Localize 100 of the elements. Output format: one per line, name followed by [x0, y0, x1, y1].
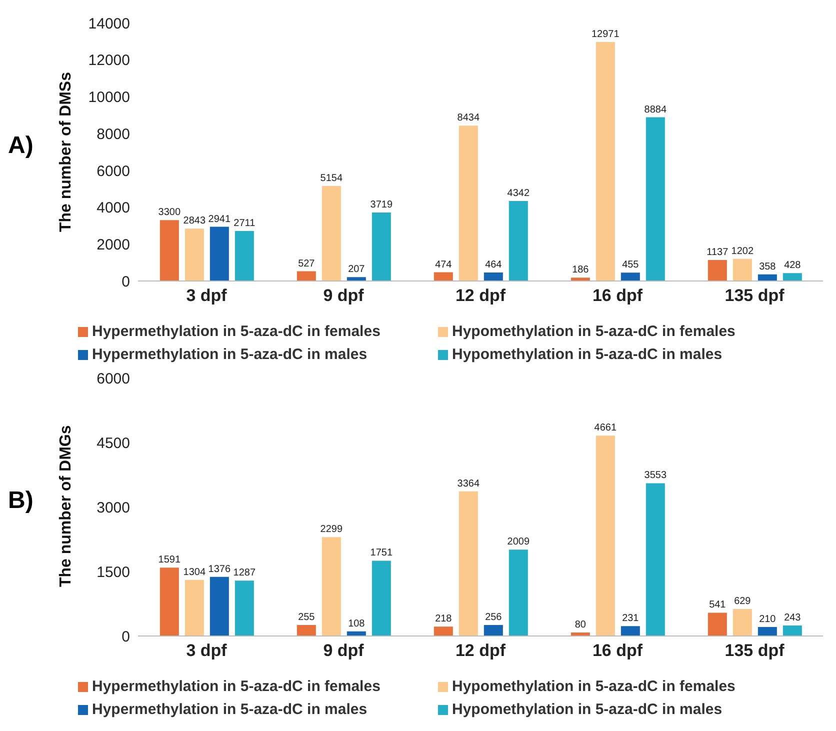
bar	[620, 626, 640, 636]
data-label: 210	[759, 614, 776, 625]
bar	[508, 550, 528, 636]
data-label: 2843	[183, 216, 206, 227]
bar	[458, 126, 478, 281]
y-tick-label: 6000	[96, 162, 130, 180]
bar	[484, 272, 503, 281]
bar	[160, 568, 179, 636]
bar	[234, 231, 254, 281]
x-tick-label: 135 dpf	[724, 641, 785, 660]
bar	[160, 220, 179, 281]
data-label: 207	[348, 264, 366, 276]
bar	[372, 560, 391, 636]
data-label: 2941	[208, 214, 231, 225]
data-label: 4661	[594, 422, 617, 434]
data-label: 464	[485, 259, 502, 270]
bar	[732, 608, 752, 636]
data-label: 3300	[158, 207, 181, 218]
data-label: 256	[485, 612, 502, 623]
y-tick-label: 0	[122, 273, 130, 290]
bar	[646, 117, 665, 281]
data-label: 3364	[457, 478, 480, 490]
y-tick-label: 3000	[96, 499, 130, 516]
text: B)	[8, 486, 34, 514]
data-label: 8434	[457, 112, 480, 124]
data-label: 455	[622, 260, 640, 271]
bar	[596, 42, 615, 281]
data-label: 231	[622, 613, 640, 624]
bar	[322, 537, 341, 636]
data-label: 527	[298, 258, 316, 270]
bar	[458, 491, 478, 636]
x-tick-label: 3 dpf	[186, 641, 228, 660]
data-label: 12971	[592, 28, 620, 40]
data-label: 1304	[183, 566, 206, 578]
y-tick-label: 1500	[96, 564, 130, 581]
x-tick-label: 9 dpf	[323, 641, 364, 660]
text: A)	[8, 132, 34, 158]
bar	[210, 226, 229, 281]
bar	[346, 277, 366, 281]
bar	[758, 626, 777, 636]
bar	[646, 483, 665, 636]
y-tick-label: 4000	[96, 200, 130, 217]
data-label: 2711	[234, 218, 256, 230]
data-label: 80	[574, 620, 586, 631]
data-label: 5154	[320, 173, 343, 184]
data-label: 541	[709, 600, 726, 611]
x-tick-label: 12 dpf	[455, 286, 506, 306]
y-axis-title: The number of DMGs	[58, 425, 75, 587]
y-axis-title: The number of DMSs	[58, 72, 75, 232]
legend-label: Hypomethylation in 5-aza-dC in females	[452, 678, 736, 695]
data-label: 1376	[208, 564, 231, 575]
data-label: 186	[572, 264, 590, 276]
data-label: 1202	[731, 246, 754, 257]
data-label: 1751	[370, 548, 393, 559]
y-tick-label: 4500	[96, 434, 130, 452]
data-label: 358	[759, 261, 776, 272]
data-label: 108	[348, 618, 366, 630]
bar	[708, 260, 727, 281]
legend-label: Hypermethylation in 5-aza-dC in females	[92, 323, 380, 340]
legend-label: Hypermethylation in 5-aza-dC in males	[92, 346, 368, 363]
bar	[184, 580, 204, 636]
y-tick-label: 12000	[88, 52, 130, 70]
bar	[708, 612, 727, 636]
bar	[372, 212, 391, 281]
bar	[596, 436, 615, 636]
x-tick-label: 12 dpf	[455, 641, 506, 660]
bar	[782, 273, 802, 281]
data-label: 1287	[233, 568, 256, 579]
data-label: 2009	[507, 536, 530, 548]
data-label: 1591	[158, 554, 181, 566]
bar	[234, 580, 254, 636]
bar	[732, 258, 752, 281]
y-tick-label: 10000	[88, 89, 130, 106]
data-label: 2299	[320, 524, 343, 536]
bar	[758, 274, 777, 281]
data-label: 8884	[644, 104, 667, 116]
bar	[296, 271, 316, 281]
bar	[434, 272, 453, 281]
x-tick-label: 3 dpf	[186, 286, 228, 306]
x-tick-label: 16 dpf	[592, 286, 643, 306]
x-tick-label: 9 dpf	[323, 286, 364, 306]
bar	[184, 228, 204, 281]
legend-label: Hypermethylation in 5-aza-dC in females	[92, 678, 380, 695]
bar	[210, 576, 229, 636]
data-label: 243	[784, 612, 802, 624]
y-tick-label: 6000	[96, 370, 130, 388]
bar	[322, 186, 341, 281]
bar	[508, 200, 528, 281]
bar	[782, 626, 802, 636]
x-tick-label: 135 dpf	[724, 286, 785, 306]
x-tick-label: 16 dpf	[592, 641, 643, 660]
y-tick-label: 8000	[96, 126, 130, 143]
data-label: 4342	[507, 188, 530, 199]
bar	[296, 625, 316, 636]
data-label: 474	[435, 259, 452, 270]
data-label: 255	[298, 612, 316, 624]
bar	[620, 272, 640, 281]
y-tick-label: 14000	[88, 15, 130, 32]
data-label: 3553	[644, 470, 667, 482]
bar	[484, 624, 503, 636]
